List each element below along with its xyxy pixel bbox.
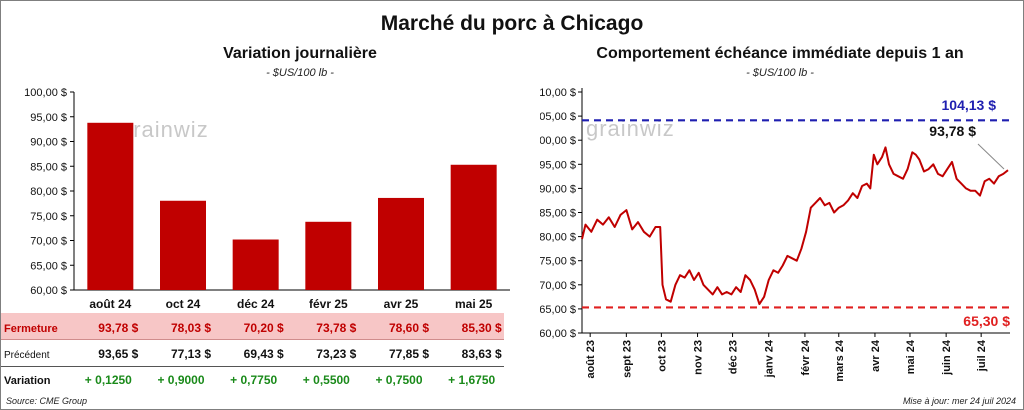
left-chart-unit: - $US/100 lb - <box>266 67 334 79</box>
bar <box>305 221 352 290</box>
price-series-line <box>581 146 1009 306</box>
right-y-tick-label: 95,00 $ <box>540 159 576 171</box>
left-y-tick-label: 70,00 $ <box>30 236 67 248</box>
precedent-cell: 77,85 $ <box>389 347 429 361</box>
variation-cell: + 0,1250 <box>85 373 132 387</box>
right-y-tick-label: 70,00 $ <box>540 280 576 292</box>
left-watermark: grainwiz <box>120 117 209 142</box>
left-x-tick-label: oct 24 <box>166 297 201 311</box>
fermeture-cell: 70,20 $ <box>244 321 284 335</box>
source-note: Source: CME Group <box>6 396 88 406</box>
left-y-tick-label: 75,00 $ <box>30 211 67 223</box>
right-chart-title: Comportement échéance immédiate depuis 1… <box>596 45 964 62</box>
left-x-tick-label: déc 24 <box>237 297 275 311</box>
fermeture-cell: 93,78 $ <box>98 321 138 335</box>
fermeture-cell: 78,60 $ <box>389 321 429 335</box>
precedent-cell: 69,43 $ <box>244 347 284 361</box>
left-x-tick-label: févr 25 <box>309 297 348 311</box>
min-price-label: 65,30 $ <box>963 313 1010 329</box>
right-y-tick-label: 100,00 $ <box>540 135 576 147</box>
bar <box>450 164 497 290</box>
variation-cell: + 0,9000 <box>157 373 204 387</box>
right-x-tick-label: déc 23 <box>728 340 740 374</box>
right-x-tick-label: juil 24 <box>976 339 988 372</box>
right-y-tick-label: 80,00 $ <box>540 232 576 244</box>
left-y-tick-label: 80,00 $ <box>30 186 67 198</box>
right-line-chart: grainwiz 60,00 $65,00 $70,00 $75,00 $80,… <box>540 87 1010 382</box>
right-y-tick-label: 65,00 $ <box>540 304 576 316</box>
left-bar-chart: grainwiz 60,00 $ 65,00 $ 70,00 $ 75,00 $ 80,… <box>24 87 510 311</box>
variation-cell: + 1,6750 <box>448 373 495 387</box>
left-x-tick-label: mai 25 <box>455 297 493 311</box>
fermeture-row-bg <box>1 313 504 340</box>
left-y-tick-label: 95,00 $ <box>30 112 67 124</box>
right-x-tick-label: juin 24 <box>941 339 953 376</box>
precedent-cell: 93,65 $ <box>98 347 138 361</box>
right-y-tick-label: 110,00 $ <box>540 87 576 99</box>
right-y-tick-label: 85,00 $ <box>540 208 576 220</box>
fermeture-label: Fermeture <box>4 323 58 335</box>
variation-cell: + 0,7750 <box>230 373 277 387</box>
right-y-tick-label: 75,00 $ <box>540 256 576 268</box>
right-x-tick-label: janv 24 <box>764 339 776 378</box>
left-y-tick-label: 65,00 $ <box>30 260 67 272</box>
bar <box>232 239 279 290</box>
main-title: Marché du porc à Chicago <box>380 12 644 35</box>
left-y-tick-label: 90,00 $ <box>30 137 67 149</box>
right-x-tick-label: nov 23 <box>693 340 705 375</box>
variation-cell: + 0,7500 <box>375 373 422 387</box>
right-x-tick-label: févr 24 <box>800 339 812 375</box>
max-price-label: 104,13 $ <box>942 97 997 113</box>
summary-table: Fermeture Précédent Variation 93,78 $ 78,… <box>4 321 502 387</box>
left-chart-title: Variation journalière <box>223 45 377 62</box>
left-y-tick-label: 100,00 $ <box>24 87 67 99</box>
last-price-leader <box>977 143 1005 170</box>
left-x-tick-label: août 24 <box>89 297 131 311</box>
bar <box>87 122 134 290</box>
right-y-tick-label: 105,00 $ <box>540 111 576 123</box>
table-divider <box>1 366 504 367</box>
right-x-tick-label: sept 23 <box>621 340 633 378</box>
precedent-cell: 73,23 $ <box>316 347 356 361</box>
right-x-tick-label: mai 24 <box>905 339 917 374</box>
update-note: Mise à jour: mer 24 juil 2024 <box>902 396 1016 406</box>
fermeture-cell: 78,03 $ <box>171 321 211 335</box>
right-x-tick-label: août 23 <box>585 340 597 379</box>
left-y-tick-label: 60,00 $ <box>30 285 67 297</box>
bar <box>160 200 206 290</box>
left-x-tick-label: avr 25 <box>384 297 419 311</box>
fermeture-cell: 73,78 $ <box>316 321 356 335</box>
last-price-label: 93,78 $ <box>929 123 976 139</box>
right-y-tick-label: 90,00 $ <box>540 183 576 195</box>
right-x-tick-label: mars 24 <box>834 339 846 381</box>
bar <box>378 197 424 290</box>
variation-cell: + 0,5500 <box>303 373 350 387</box>
right-chart-unit: - $US/100 lb - <box>746 67 814 79</box>
right-y-tick-label: 60,00 $ <box>540 328 576 340</box>
precedent-cell: 77,13 $ <box>171 347 211 361</box>
precedent-cell: 83,63 $ <box>462 347 502 361</box>
right-x-tick-label: avr 24 <box>870 339 882 372</box>
fermeture-cell: 85,30 $ <box>462 321 502 335</box>
variation-label: Variation <box>4 375 51 387</box>
left-y-tick-label: 85,00 $ <box>30 161 67 173</box>
right-x-tick-label: oct 23 <box>656 340 668 372</box>
precedent-label: Précédent <box>4 350 50 361</box>
